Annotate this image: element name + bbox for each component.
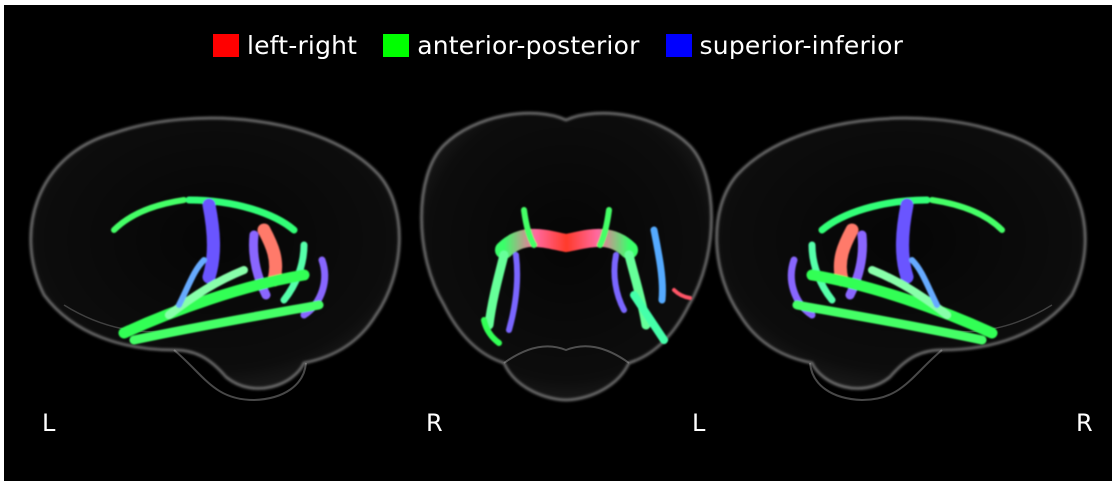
legend-label-anterior-posterior: anterior-posterior xyxy=(417,31,640,60)
legend-swatch-red xyxy=(212,34,239,57)
legend-swatch-blue xyxy=(665,34,692,57)
fiber-tracts-coronal xyxy=(481,207,692,346)
color-legend: left-right anterior-posterior superior-i… xyxy=(4,31,1112,60)
legend-swatch-green xyxy=(383,34,410,57)
fiber-tracts-left xyxy=(111,196,329,345)
brain-right-lateral-view xyxy=(715,116,1087,402)
orientation-label-front-right: L xyxy=(692,409,706,437)
legend-label-left-right: left-right xyxy=(246,31,358,60)
fiber-tracts-right xyxy=(787,196,1005,345)
brain-left-lateral-view xyxy=(29,116,401,402)
orientation-label-right-view: R xyxy=(1076,409,1093,437)
figure-canvas: left-right anterior-posterior superior-i… xyxy=(4,5,1112,481)
orientation-label-left-view: L xyxy=(42,409,56,437)
legend-label-superior-inferior: superior-inferior xyxy=(699,31,904,60)
orientation-label-front-left: R xyxy=(426,409,443,437)
legend-item-anterior-posterior: anterior-posterior xyxy=(383,31,639,60)
legend-item-left-right: left-right xyxy=(212,31,358,60)
brain-renderings xyxy=(29,111,1087,402)
legend-item-superior-inferior: superior-inferior xyxy=(665,31,904,60)
brain-coronal-view xyxy=(420,111,713,402)
